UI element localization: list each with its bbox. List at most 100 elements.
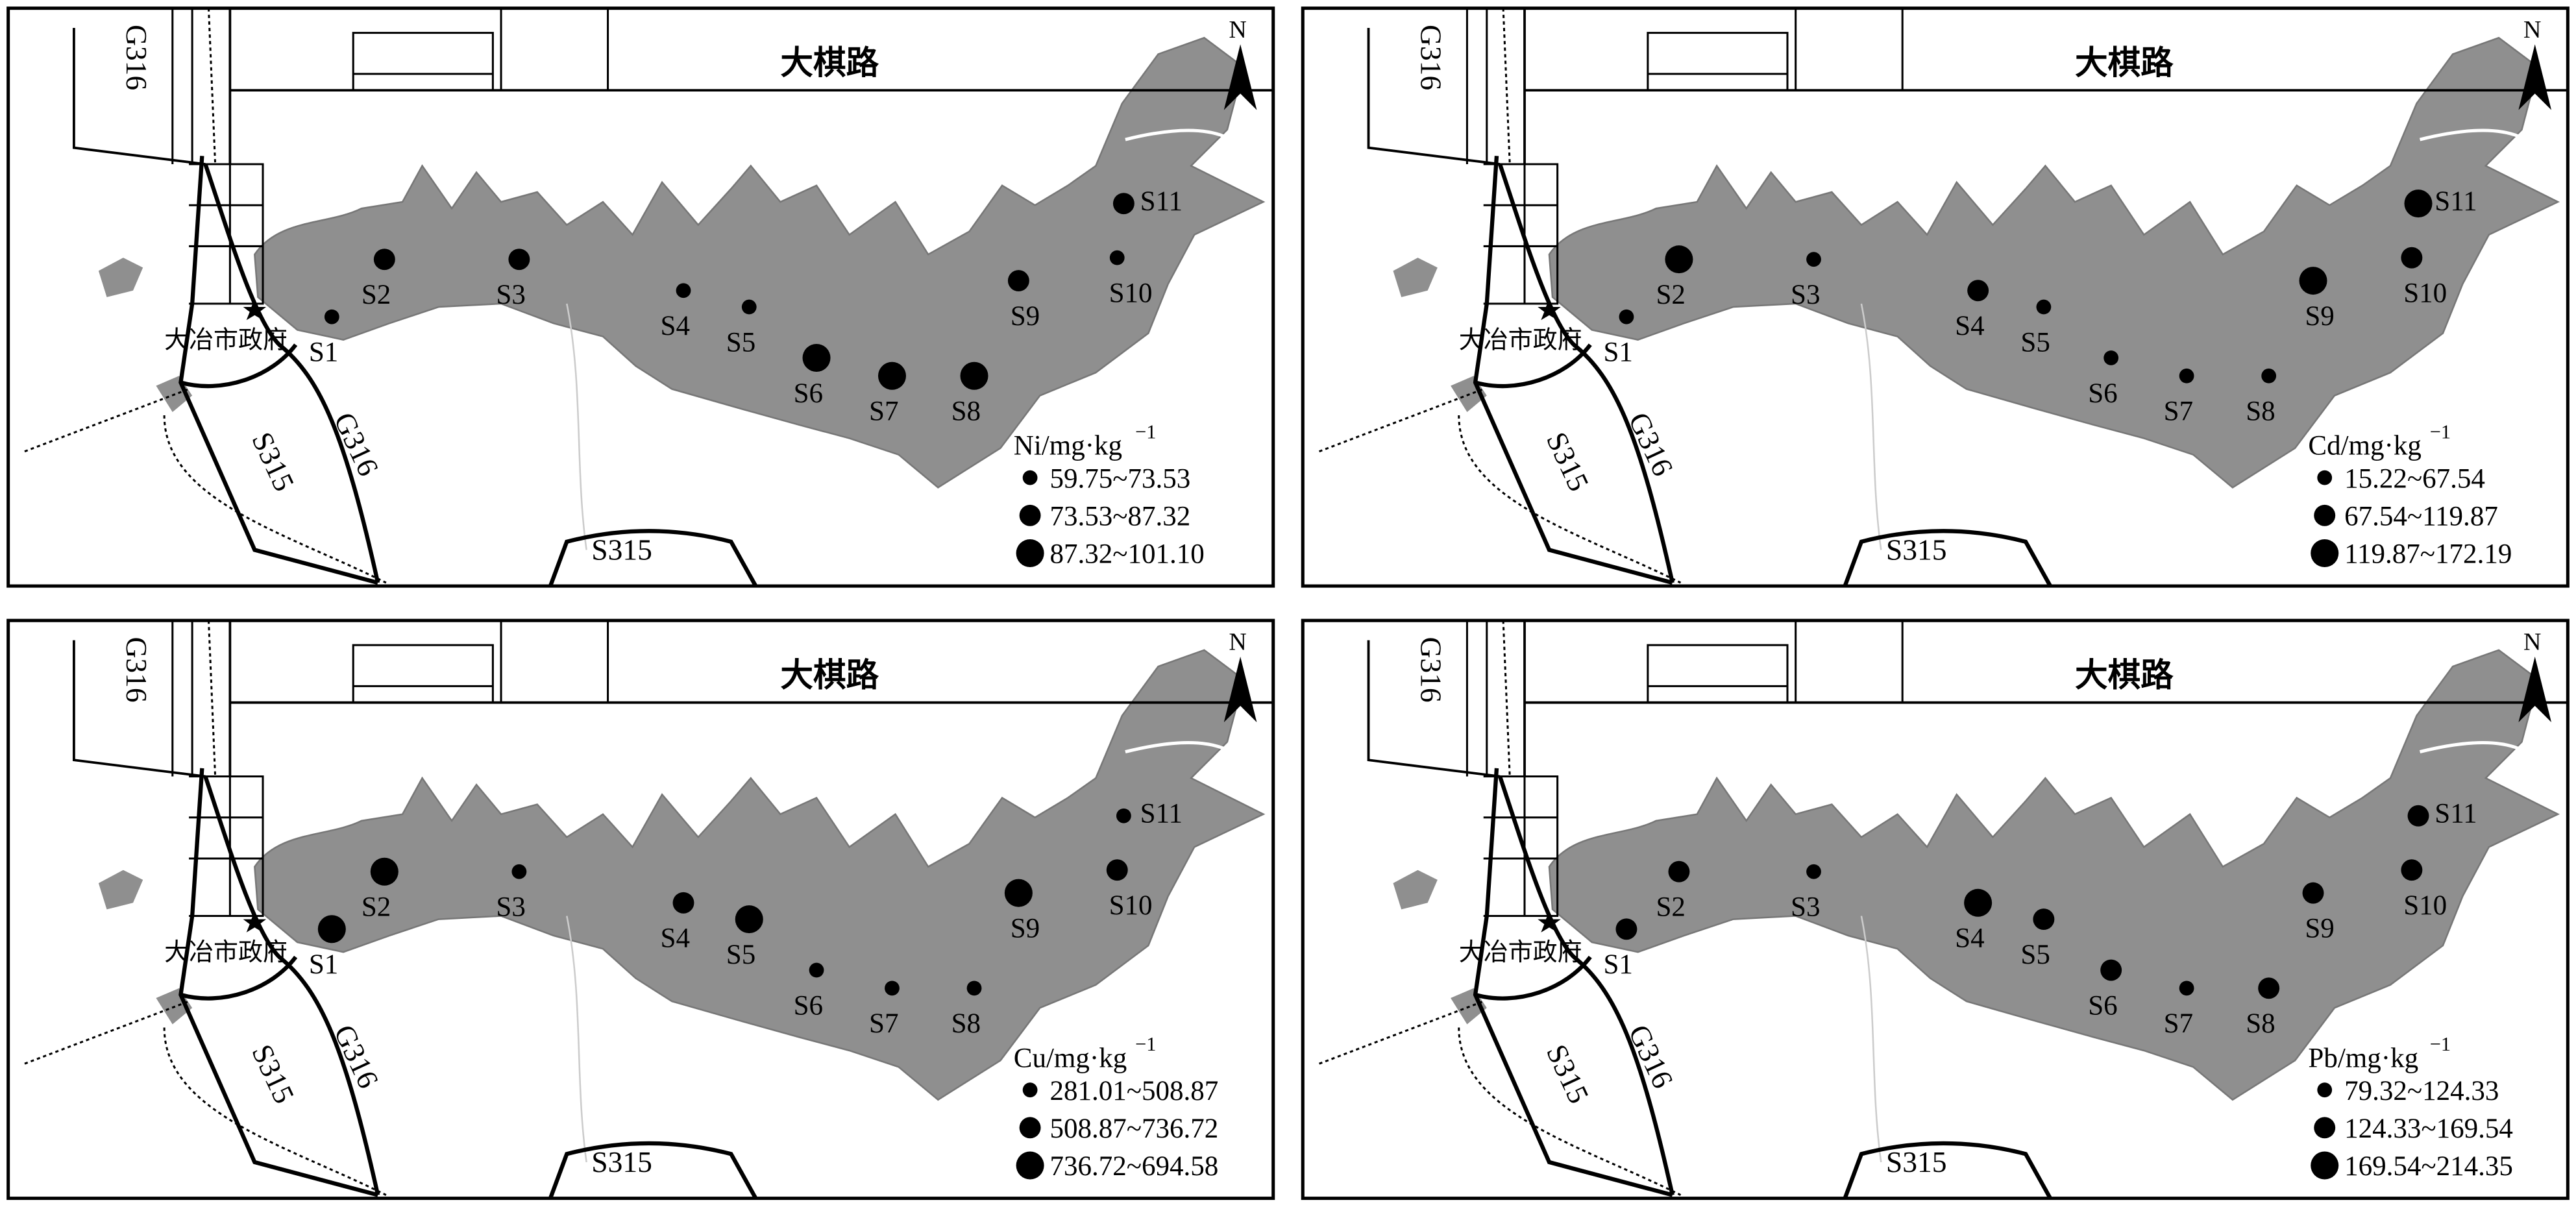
sample-point-s11[interactable] <box>2404 189 2433 218</box>
legend-class-label: 736.72~694.58 <box>1049 1151 1218 1182</box>
sample-point-s6[interactable] <box>802 343 831 372</box>
sample-point-s5[interactable] <box>741 299 757 315</box>
north-arrow-icon <box>1223 44 1257 110</box>
sample-point-s6[interactable] <box>2104 350 2119 365</box>
road-label-g316: G316 <box>1415 25 1448 90</box>
sample-point-s2[interactable] <box>1668 860 1690 883</box>
sample-point-s1[interactable] <box>317 915 346 944</box>
sample-point-s3[interactable] <box>508 249 530 271</box>
main-roads <box>1473 768 1674 1197</box>
station-label: S3 <box>1791 280 1820 310</box>
sample-point-s11[interactable] <box>2407 805 2429 827</box>
sample-point-s1[interactable] <box>324 309 339 324</box>
sample-point-s9[interactable] <box>2302 882 2324 904</box>
sample-point-s3[interactable] <box>1806 252 1821 267</box>
dotted-boundary <box>1319 388 1682 584</box>
road <box>73 28 206 165</box>
s315-road-south <box>1843 1141 2052 1200</box>
dotted-boundary <box>24 388 387 584</box>
station-label: S8 <box>951 396 981 427</box>
sample-point-s3[interactable] <box>511 864 527 879</box>
sample-point-s10[interactable] <box>1109 250 1125 265</box>
sample-point-s8[interactable] <box>2258 977 2280 999</box>
sample-point-s1[interactable] <box>1615 918 1638 940</box>
sample-point-s7[interactable] <box>877 361 906 390</box>
blocks <box>352 8 609 91</box>
sample-point-s10[interactable] <box>2401 247 2423 269</box>
sample-point-s11[interactable] <box>1116 808 1131 823</box>
legend: Cu/mg·kg −1 281.01~508.87 508.87~736.72 736.… <box>1014 1033 1219 1182</box>
sample-point-s5[interactable] <box>735 905 763 934</box>
sample-point-s4[interactable] <box>1967 280 1989 302</box>
station-label: S11 <box>2435 798 2477 829</box>
sample-point-s7[interactable] <box>885 980 900 996</box>
star-icon <box>1538 298 1561 321</box>
station-label: S7 <box>869 1008 898 1039</box>
sample-point-s7[interactable] <box>2179 980 2194 996</box>
sample-point-s7[interactable] <box>2179 368 2194 384</box>
top-road <box>228 8 1273 164</box>
main-roads <box>178 156 380 585</box>
station-label: S5 <box>2020 327 2050 358</box>
legend-class-label: 508.87~736.72 <box>1049 1114 1218 1144</box>
sample-point-s9[interactable] <box>1007 270 1029 292</box>
sample-point-s10[interactable] <box>2401 859 2423 881</box>
road-label-s315: S315 <box>1886 533 1947 566</box>
station-label: S1 <box>1604 949 1633 980</box>
legend-title-superscript: −1 <box>2430 1033 2451 1055</box>
sample-point-s4[interactable] <box>1964 888 1993 917</box>
sample-point-s3[interactable] <box>1806 864 1821 879</box>
station-label: S3 <box>496 892 525 923</box>
town-grid <box>189 775 264 918</box>
station-label: S1 <box>309 949 338 980</box>
sample-point-s10[interactable] <box>1106 859 1128 881</box>
sample-point-s5[interactable] <box>2036 299 2052 315</box>
sample-point-s9[interactable] <box>1004 879 1033 907</box>
north-label: N <box>2523 629 2541 656</box>
station-label: S4 <box>1955 923 1984 954</box>
station-label: S6 <box>2088 378 2117 409</box>
sample-point-s1[interactable] <box>1619 309 1634 324</box>
lake-patch <box>1393 258 1438 297</box>
sample-point-s9[interactable] <box>2299 267 2327 295</box>
station-label: S10 <box>1109 890 1153 921</box>
sample-point-s2[interactable] <box>370 857 399 886</box>
station-label: S1 <box>1604 337 1633 368</box>
town-grid <box>1483 163 1559 305</box>
town-grid <box>189 163 264 305</box>
lake-area <box>1548 649 2560 1101</box>
g316-road-north <box>171 620 193 777</box>
sample-point-s5[interactable] <box>2033 908 2055 931</box>
top-road <box>1523 8 2568 164</box>
station-label: S7 <box>869 396 898 427</box>
sample-point-s6[interactable] <box>2100 959 2122 981</box>
station-label: S2 <box>362 892 391 923</box>
sample-point-s8[interactable] <box>966 980 982 996</box>
legend-title: Ni/mg·kg <box>1014 431 1122 461</box>
station-label: S8 <box>2246 396 2275 427</box>
legend-symbol-class-3 <box>1016 539 1044 567</box>
legend-title: Pb/mg·kg <box>2308 1043 2418 1073</box>
sample-point-s8[interactable] <box>2261 368 2277 384</box>
station-label: S6 <box>794 990 823 1021</box>
station-label: S5 <box>726 940 755 970</box>
sample-point-s4[interactable] <box>676 283 691 298</box>
lake-area <box>1548 36 2560 489</box>
north-label: N <box>2523 16 2541 43</box>
sample-point-s11[interactable] <box>1112 193 1135 215</box>
sample-point-s4[interactable] <box>672 892 694 914</box>
road-label-s315: S315 <box>591 533 652 566</box>
legend-class-label: 15.22~67.54 <box>2344 463 2485 494</box>
legend: Cd/mg·kg −1 15.22~67.54 67.54~119.87 119.87~… <box>2308 420 2512 569</box>
road <box>1367 28 1501 165</box>
sample-point-s2[interactable] <box>1665 245 1693 274</box>
sample-point-s8[interactable] <box>960 361 988 390</box>
legend-symbol-class-3 <box>1016 1151 1044 1180</box>
legend-symbol-class-3 <box>2311 1151 2339 1180</box>
sample-point-s2[interactable] <box>373 249 395 271</box>
legend-title: Cu/mg·kg <box>1014 1043 1127 1073</box>
station-label: S6 <box>2088 990 2117 1021</box>
road-label-g316: G316 <box>120 637 153 703</box>
sample-point-s6[interactable] <box>809 962 824 978</box>
